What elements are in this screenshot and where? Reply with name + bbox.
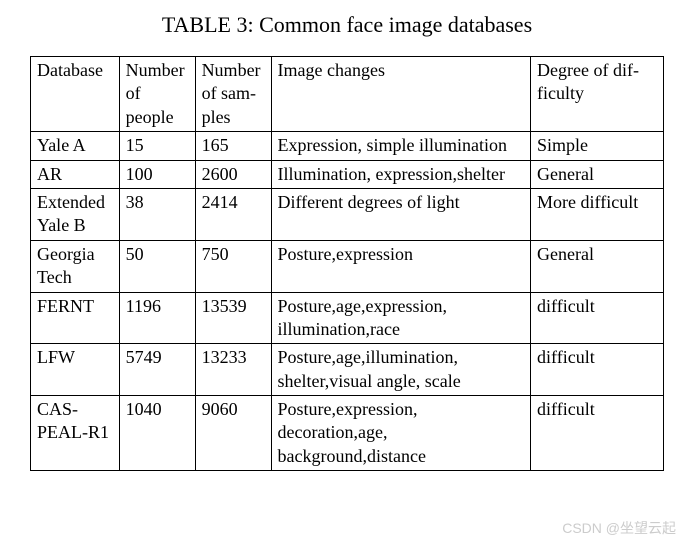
cell-difficulty: General — [531, 160, 664, 188]
cell-samples: 13233 — [195, 344, 271, 396]
cell-difficulty: difficult — [531, 396, 664, 471]
cell-samples: 165 — [195, 132, 271, 160]
table-row: Georgia Tech 50 750 Posture,expression G… — [31, 240, 664, 292]
table-row: Yale A 15 165 Expression, simple illumin… — [31, 132, 664, 160]
cell-people: 1040 — [119, 396, 195, 471]
cell-changes: Posture,expression, decoration,age, back… — [271, 396, 531, 471]
cell-difficulty: General — [531, 240, 664, 292]
header-people: Number of people — [119, 57, 195, 132]
cell-difficulty: difficult — [531, 344, 664, 396]
cell-samples: 750 — [195, 240, 271, 292]
cell-people: 5749 — [119, 344, 195, 396]
table-row: Extended Yale B 38 2414 Different degree… — [31, 188, 664, 240]
cell-people: 15 — [119, 132, 195, 160]
cell-changes: Posture,expression — [271, 240, 531, 292]
face-database-table: Database Number of people Number of sam-… — [30, 56, 664, 471]
cell-samples: 2414 — [195, 188, 271, 240]
cell-samples: 9060 — [195, 396, 271, 471]
cell-difficulty: difficult — [531, 292, 664, 344]
cell-people: 38 — [119, 188, 195, 240]
cell-people: 50 — [119, 240, 195, 292]
cell-database: AR — [31, 160, 120, 188]
table-row: AR 100 2600 Illumination, expression,she… — [31, 160, 664, 188]
cell-database: Georgia Tech — [31, 240, 120, 292]
cell-database: Yale A — [31, 132, 120, 160]
watermark-text: CSDN @坐望云起 — [562, 518, 676, 538]
cell-database: FERNT — [31, 292, 120, 344]
cell-difficulty: More difficult — [531, 188, 664, 240]
table-row: LFW 5749 13233 Posture,age,illumination,… — [31, 344, 664, 396]
table-row: CAS-PEAL-R1 1040 9060 Posture,expression… — [31, 396, 664, 471]
header-difficulty: Degree of dif-ficulty — [531, 57, 664, 132]
cell-changes: Expression, simple illumination — [271, 132, 531, 160]
cell-database: LFW — [31, 344, 120, 396]
cell-samples: 13539 — [195, 292, 271, 344]
cell-difficulty: Simple — [531, 132, 664, 160]
cell-people: 1196 — [119, 292, 195, 344]
table-row: FERNT 1196 13539 Posture,age,expression,… — [31, 292, 664, 344]
cell-database: CAS-PEAL-R1 — [31, 396, 120, 471]
cell-people: 100 — [119, 160, 195, 188]
header-database: Database — [31, 57, 120, 132]
table-header-row: Database Number of people Number of sam-… — [31, 57, 664, 132]
cell-changes: Posture,age,expression, illumination,rac… — [271, 292, 531, 344]
cell-database: Extended Yale B — [31, 188, 120, 240]
cell-samples: 2600 — [195, 160, 271, 188]
header-samples: Number of sam-ples — [195, 57, 271, 132]
cell-changes: Posture,age,illumination, shelter,visual… — [271, 344, 531, 396]
cell-changes: Illumination, expression,shelter — [271, 160, 531, 188]
table-caption: TABLE 3: Common face image databases — [30, 12, 664, 38]
cell-changes: Different degrees of light — [271, 188, 531, 240]
header-changes: Image changes — [271, 57, 531, 132]
